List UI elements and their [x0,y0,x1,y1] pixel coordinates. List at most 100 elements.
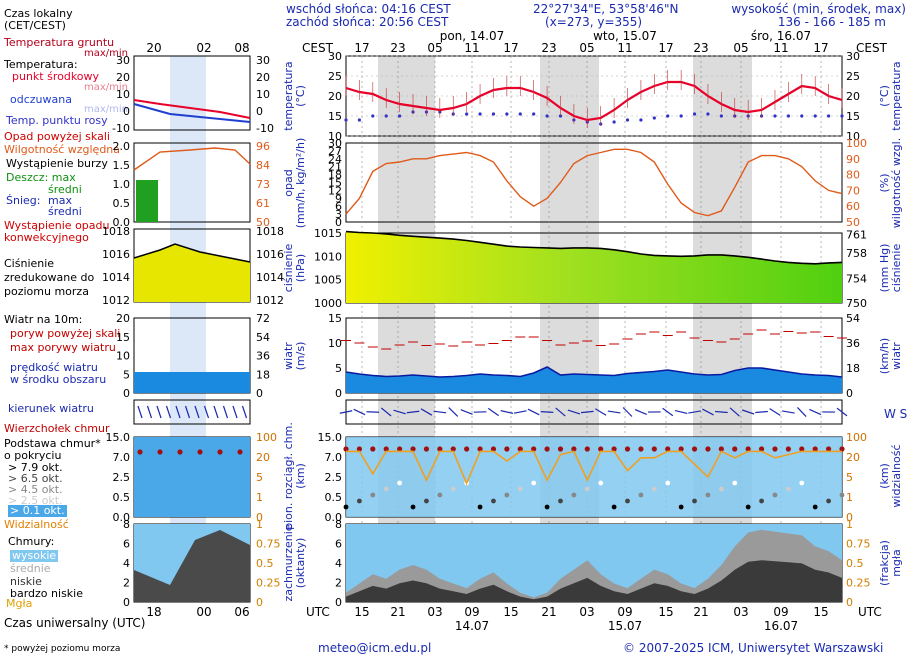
legend-cloud-vlow: bardzo niskie [10,587,83,600]
cloud-base-point [705,492,711,498]
wind-direction-arrow [487,407,499,417]
mini-wind-arrow [146,405,153,419]
mini-cloud-top-point [197,449,203,455]
y-tick-left-precip: 3 [335,208,342,221]
mini-wind-arrow [137,405,143,419]
cloud-base-point [531,480,537,486]
y-tick-left-precip: 9 [335,192,342,205]
mini-cloud-tick: 0.5 [113,491,131,504]
dewpoint-point [518,112,522,116]
mini-wind-arrow [222,405,229,419]
cloud-base-point [370,492,376,498]
temp-left-label: temperatura [282,61,295,130]
legend-gust-max: max porywy wiatru [10,341,116,354]
legend-clouds: Chmury: [8,535,55,548]
mini-precip-tick: 1.5 [113,159,131,172]
y-tick-left-temp: 20 [328,90,342,103]
dewpoint-point [773,114,777,118]
cloud-top-point [732,446,738,452]
mini-utc-hour: 06 [234,605,249,619]
temp-right-label: temperatura [890,61,903,130]
wind-direction-arrow [796,407,807,417]
wind-direction-arrow [339,410,353,414]
legend-rain: Deszcz: max [6,171,76,184]
cloud-top-point [758,446,765,452]
legend-dewpoint: Temp. punktu rosy [6,114,108,127]
mini-precip-tick: 0.5 [113,197,131,210]
cloud-left-unit: (km) [294,463,307,489]
mini-cover-tick: 6 [123,538,130,551]
mini-wind-arrow [213,405,219,419]
altitude-values: 136 - 166 - 185 m [777,15,886,29]
mini-wind-arrow [156,405,162,419]
cloud-top-point [370,446,376,452]
legend-temp-felt: odczuwana [10,93,72,106]
y-tick-left-wind: 15 [328,312,342,325]
legend-humidity: Wilgotność względna [4,143,121,156]
cloud-base-point [611,504,617,510]
mini-temp-tick-right: -10 [256,122,274,135]
night-band-2 [693,56,752,602]
cloud-base-point [450,486,456,492]
y-tick-right-humidity: 70 [846,184,860,197]
cloud-top-point [611,446,617,452]
y-tick-right-humidity: 60 [846,200,860,213]
cloud-top-point [517,446,523,452]
legend-wind-dir: kierunek wiatru [8,402,94,415]
y-tick-left-precip: 27 [328,145,342,158]
mini-wind-arrow [232,405,238,419]
tz-top-label-right: CEST [856,41,888,55]
mini-temp-tick: -10 [112,122,130,135]
cloud-top-point [571,446,577,452]
mini-local-hour: 08 [234,41,249,55]
mini-cloud-top-point [217,449,223,455]
mini-cloud-tick: 7.0 [113,451,131,464]
cloud-base-point [504,492,510,498]
legend-conv-precip: Wystąpienie opadu konwekcyjnego [4,219,110,244]
mini-wind-tick-right: 72 [256,312,270,325]
wind-direction-arrow [741,409,755,415]
dewpoint-point [786,114,790,118]
legend-temp-mid: punkt środkowy [12,70,100,83]
local-hour-label: 23 [693,41,708,55]
cloud-base-point [638,492,644,498]
mini-humid-tick: 73 [256,178,270,191]
legend-okt-4: > 2.5 okt. [8,494,63,507]
mini-wind-tick: 15 [116,331,130,344]
wind-speed-area [346,367,842,393]
cloud-top-point [785,446,791,452]
y-tick-right-temp: 15 [846,110,860,123]
wind-direction-arrow [393,409,406,415]
cloud-top-point [825,446,832,452]
y-tick-right-vis: 20 [846,451,860,464]
cloud-base-point [383,486,389,492]
mini-cover-tick: 4 [123,557,130,570]
cloud-top-point [799,446,805,452]
legend-snow-max: max [48,194,72,207]
cloud-base-point [826,498,831,504]
mini-vis-tick: 20 [256,451,270,464]
y-tick-left-pressure: 1005 [314,274,342,287]
dewpoint-point [813,114,817,118]
wind-direction-arrow [380,407,392,417]
tz-top-label: CEST [302,41,334,55]
wind-direction-arrow [448,407,459,417]
mini-cloud-sky [134,437,250,517]
utc-hour-label: 15 [658,605,673,619]
precip-right-unit: (%) [878,173,891,192]
legend-wind-speed: prędkość wiatru w środku obszaru [10,361,107,386]
dewpoint-point [344,118,348,122]
y-tick-left-cover: 2 [335,577,342,590]
wind-direction-arrow [782,410,795,414]
contact-email[interactable]: meteo@icm.edu.pl [318,641,432,655]
cloud-top-point [772,446,778,452]
y-tick-left-temp: 10 [328,130,342,143]
mini-temp-tick-right: 30 [256,54,270,67]
y-tick-right-vis: 1 [846,491,853,504]
cloud-top-point [839,446,845,452]
wind-direction-arrow [822,411,835,413]
cloud-cover-low-area [346,560,842,602]
sunset-text: zachód słońca: 20:56 CEST [286,15,449,29]
pressure-left-unit: (hPa) [294,254,307,282]
